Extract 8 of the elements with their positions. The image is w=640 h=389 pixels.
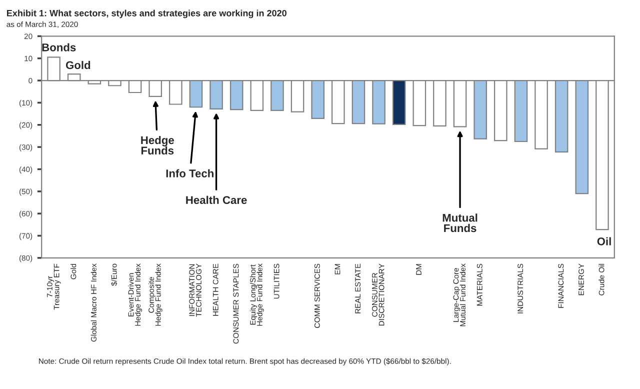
annotation: Info Tech [166, 169, 214, 178]
annotation: Gold [66, 60, 90, 70]
annotation: Oil [597, 237, 611, 246]
annotation: Bonds [42, 43, 76, 52]
annotation: Mutual Funds [442, 214, 478, 232]
annotation: Hedge Funds [141, 136, 174, 155]
annotation: Health Care [186, 196, 247, 204]
chart-title: Exhibit 1: What sectors, styles and strategies are working in 2020 [7, 10, 286, 18]
